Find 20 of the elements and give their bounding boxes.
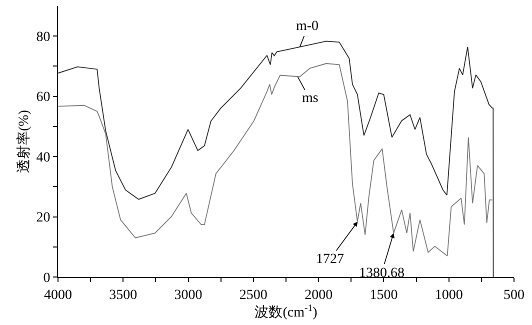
x-tick-label: 2500 [239,288,268,303]
y-tick-label: 60 [36,90,50,106]
annotation: ms [302,91,318,106]
annotation: 1727 [316,252,344,267]
annotation: 1380.68 [359,266,404,281]
y-tick-label: 80 [36,30,50,46]
y-tick-label: 20 [36,210,50,226]
x-tick-label: 500 [504,288,524,303]
x-tick-label: 3000 [174,288,202,303]
y-tick-label: 0 [43,270,50,286]
annotation: m-0 [296,19,319,34]
x-tick-label: 4000 [44,288,72,303]
x-tick-label: 2000 [304,288,333,303]
line-series [58,40,494,277]
x-axis-title: 波数(cm$^{-1}$) [254,302,318,321]
x-tick-label: 1000 [434,288,463,303]
y-axis-title: 透射率(%) [16,110,32,173]
y-tick-label: 40 [36,150,50,166]
x-tick-label: 3500 [109,288,138,303]
x-tick-label: 1500 [370,288,398,303]
